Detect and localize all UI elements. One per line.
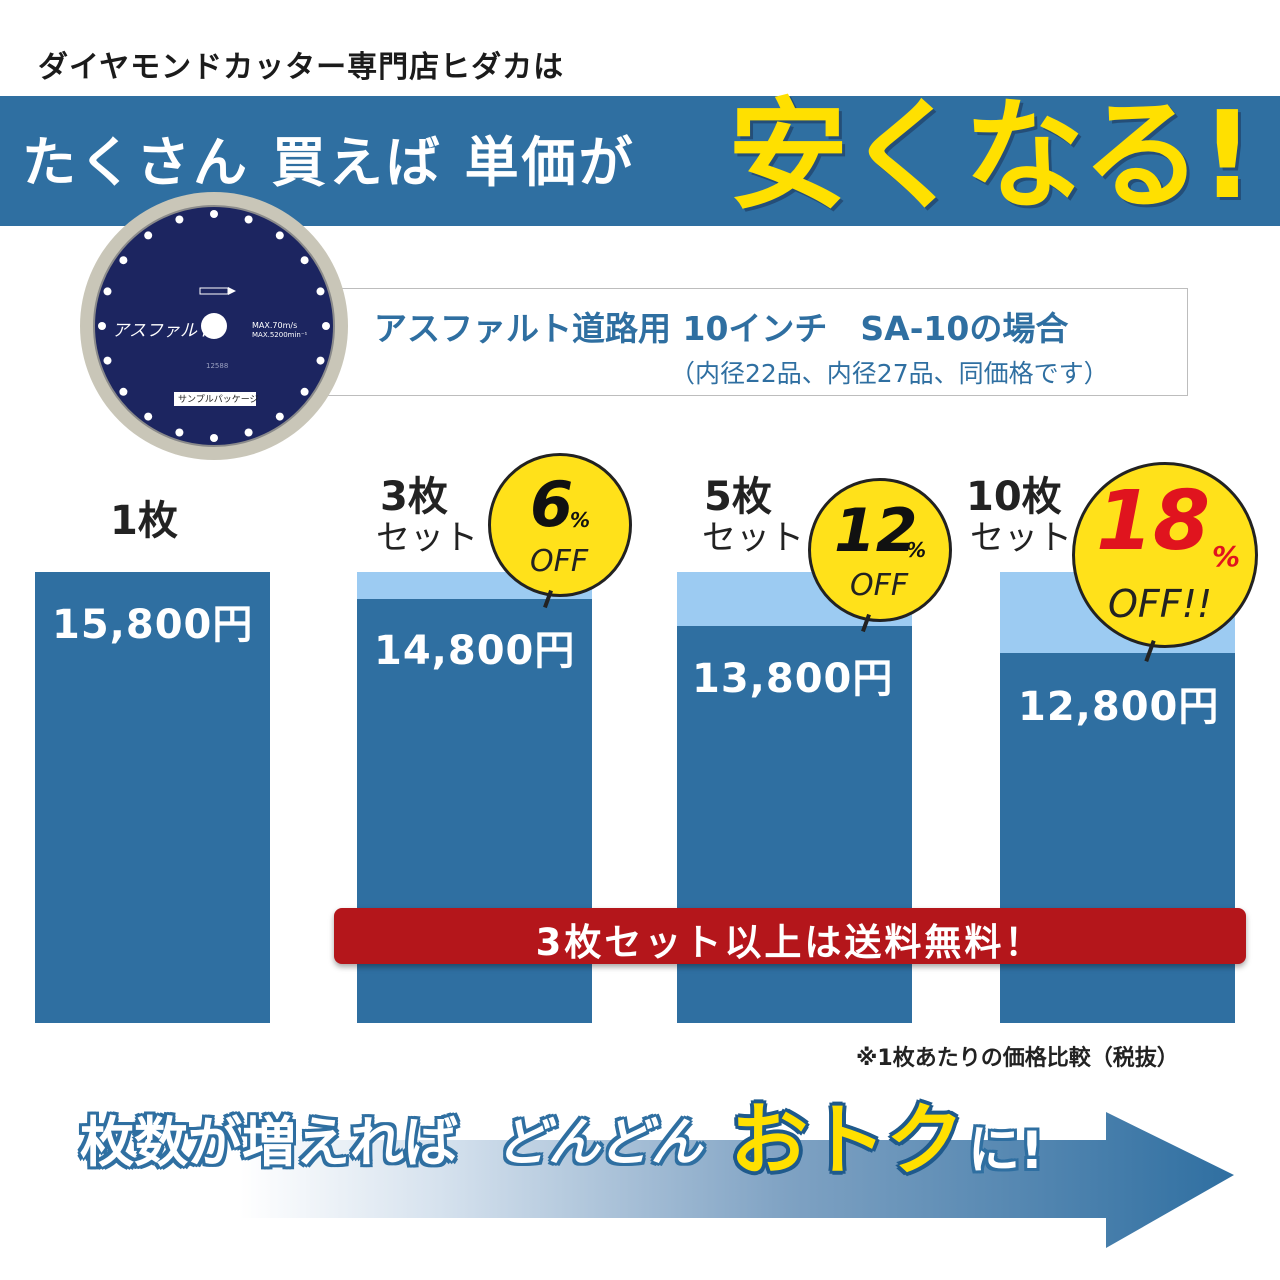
qty-label-1: 1枚 bbox=[110, 498, 178, 544]
slogan-part-3: おトク bbox=[730, 1096, 965, 1186]
badge-6-number: 6 bbox=[530, 468, 574, 541]
slogan-part-1: 枚数が増えれば bbox=[80, 1111, 458, 1174]
product-title: アスファルト道路用 10インチ SA-10の場合 bbox=[374, 309, 1069, 348]
free-shipping-text: 3枚セット以上は送料無料！ bbox=[535, 921, 1045, 964]
qty-set-10: セット bbox=[970, 518, 1072, 558]
banner-headline: 安くなる! bbox=[728, 87, 1255, 226]
qty-set-3: セット bbox=[376, 518, 478, 558]
price-bar bbox=[35, 572, 270, 1023]
blade-notch bbox=[210, 210, 218, 218]
blade-notch bbox=[244, 215, 253, 224]
blade-notch bbox=[144, 231, 153, 240]
price-label-10: 12,800円 bbox=[1018, 684, 1220, 730]
blade-code: 12588 bbox=[206, 362, 228, 370]
slogan-part-2: どんどん bbox=[496, 1113, 703, 1173]
banner-text: たくさん 買えば 単価が bbox=[22, 131, 636, 194]
price-label-5: 13,800円 bbox=[692, 656, 894, 702]
blade-notch bbox=[300, 387, 309, 396]
shop-tagline: ダイヤモンドカッター専門店ヒダカは bbox=[38, 50, 565, 85]
slogan-part-4: に! bbox=[968, 1121, 1044, 1181]
blade-spec-1: MAX.70m/s bbox=[252, 321, 297, 330]
discount-badge-12 bbox=[808, 478, 952, 622]
blade-notch bbox=[175, 428, 184, 437]
price-note: ※1枚あたりの価格比較（税抜） bbox=[856, 1046, 1179, 1071]
product-info-box bbox=[290, 288, 1188, 396]
badge-6-off: OFF bbox=[530, 544, 589, 579]
blade-notch bbox=[144, 412, 153, 421]
blade-notch bbox=[275, 412, 284, 421]
blade-notch bbox=[103, 356, 112, 365]
qty-set-5: セット bbox=[702, 518, 804, 558]
product-subtitle: （内径22品、内径27品、同価格です） bbox=[670, 359, 1109, 388]
badge-12-off: OFF bbox=[850, 568, 909, 603]
badge-18-off: OFF!! bbox=[1108, 582, 1213, 626]
blade-notch bbox=[316, 356, 325, 365]
discount-badge-6 bbox=[488, 453, 632, 597]
free-shipping-banner bbox=[334, 908, 1246, 964]
blade-notch bbox=[103, 287, 112, 296]
blade-package-label: サンプルパッケージ bbox=[178, 394, 259, 405]
price-label-1: 15,800円 bbox=[52, 602, 254, 648]
blade-notch bbox=[275, 231, 284, 240]
blade-notch bbox=[175, 215, 184, 224]
blade-notch bbox=[244, 428, 253, 437]
badge-12-percent: % bbox=[906, 538, 927, 562]
blade-notch bbox=[119, 256, 128, 265]
blade-notch bbox=[210, 434, 218, 442]
price-label-3: 14,800円 bbox=[374, 628, 576, 674]
blade-label: アスファルト bbox=[112, 321, 214, 341]
blade-notch bbox=[322, 322, 330, 330]
blade-notch bbox=[300, 256, 309, 265]
qty-label-10: 10枚 bbox=[966, 474, 1062, 520]
badge-18-number: 18 bbox=[1096, 474, 1211, 569]
blade-notch bbox=[98, 322, 106, 330]
blade-spec-2: MAX.5200min⁻¹ bbox=[252, 331, 308, 339]
blade-notch bbox=[316, 287, 325, 296]
big-arrow bbox=[240, 1112, 1234, 1248]
qty-label-5: 5枚 bbox=[704, 474, 772, 520]
badge-6-percent: % bbox=[570, 508, 591, 532]
diamond-blade-image: アスファルト MAX.70m/s MAX.5200min⁻¹ 12588 サンプ… bbox=[80, 192, 348, 460]
badge-18-percent: % bbox=[1212, 540, 1241, 573]
qty-label-3: 3枚 bbox=[380, 474, 448, 520]
badge-12-number: 12 bbox=[834, 496, 918, 566]
blade-notch bbox=[119, 387, 128, 396]
discount-badge-18 bbox=[1072, 462, 1258, 648]
